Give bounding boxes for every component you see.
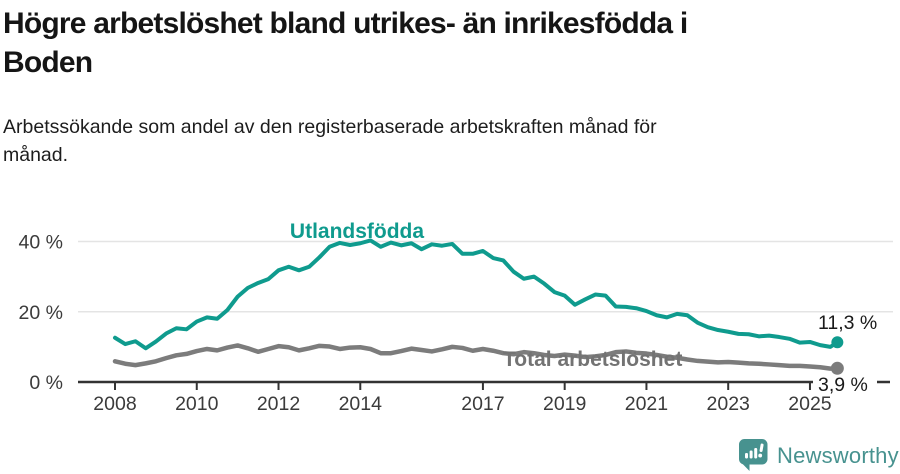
line-chart: 0 % 20 % 40 % 2008 2010 2012 2014 2017 2019 2021 2… bbox=[19, 220, 893, 415]
bar-3 bbox=[754, 448, 758, 459]
end-value-label-utlandsfodda: 11,3 % bbox=[818, 312, 877, 334]
y-tick-label: 20 % bbox=[19, 302, 63, 324]
bar-1 bbox=[745, 453, 748, 459]
exclamation-mark bbox=[758, 443, 764, 458]
x-tick-label: 2025 bbox=[788, 393, 832, 415]
series-line-utlandsfodda bbox=[113, 238, 840, 351]
series-label-utlandsfodda: Utlandsfödda bbox=[290, 220, 424, 243]
x-tick-label: 2021 bbox=[625, 393, 668, 415]
newsworthy-logo[interactable]: Newsworthy bbox=[739, 439, 899, 472]
chart-title-line-2: Boden bbox=[3, 46, 93, 79]
end-value-label-total: 3,9 % bbox=[818, 374, 868, 396]
speech-bubble-shape bbox=[739, 439, 768, 471]
x-tick-label: 2017 bbox=[461, 393, 504, 415]
chart-subtitle-line-2: månad. bbox=[3, 144, 69, 166]
series-end-dot-total bbox=[830, 361, 844, 375]
series-end-dot-utlandsfodda bbox=[831, 336, 844, 349]
x-tick-label: 2023 bbox=[707, 393, 750, 415]
x-tick-label: 2008 bbox=[93, 393, 136, 415]
grid-layer: 0 % 20 % 40 % 2008 2010 2012 2014 2017 2019 2021 2… bbox=[19, 232, 893, 415]
bar-2 bbox=[749, 450, 753, 459]
x-tick-label: 2019 bbox=[543, 393, 586, 415]
chart-subtitle-line-1: Arbetssökande som andel av den registerb… bbox=[3, 116, 657, 138]
newsworthy-icon bbox=[739, 439, 768, 471]
y-tick-label: 40 % bbox=[19, 232, 63, 254]
series-label-total-arbetsloshet: Total arbetslöshet bbox=[503, 348, 682, 371]
x-tick-label: 2012 bbox=[257, 393, 300, 415]
x-tick-label: 2014 bbox=[339, 393, 383, 415]
chart-title: Högre arbetslöshet bland utrikes- än inr… bbox=[3, 4, 897, 82]
chart-title-line-1: Högre arbetslöshet bland utrikes- än inr… bbox=[3, 7, 688, 40]
chart-subtitle: Arbetssökande som andel av den registerb… bbox=[3, 113, 823, 169]
series-line-total-arbetsloshet bbox=[112, 343, 840, 371]
y-tick-label: 0 % bbox=[29, 372, 63, 394]
x-tick-label: 2010 bbox=[175, 393, 219, 415]
end-label-background bbox=[813, 377, 877, 396]
newsworthy-brand-label: Newsworthy bbox=[777, 442, 899, 468]
